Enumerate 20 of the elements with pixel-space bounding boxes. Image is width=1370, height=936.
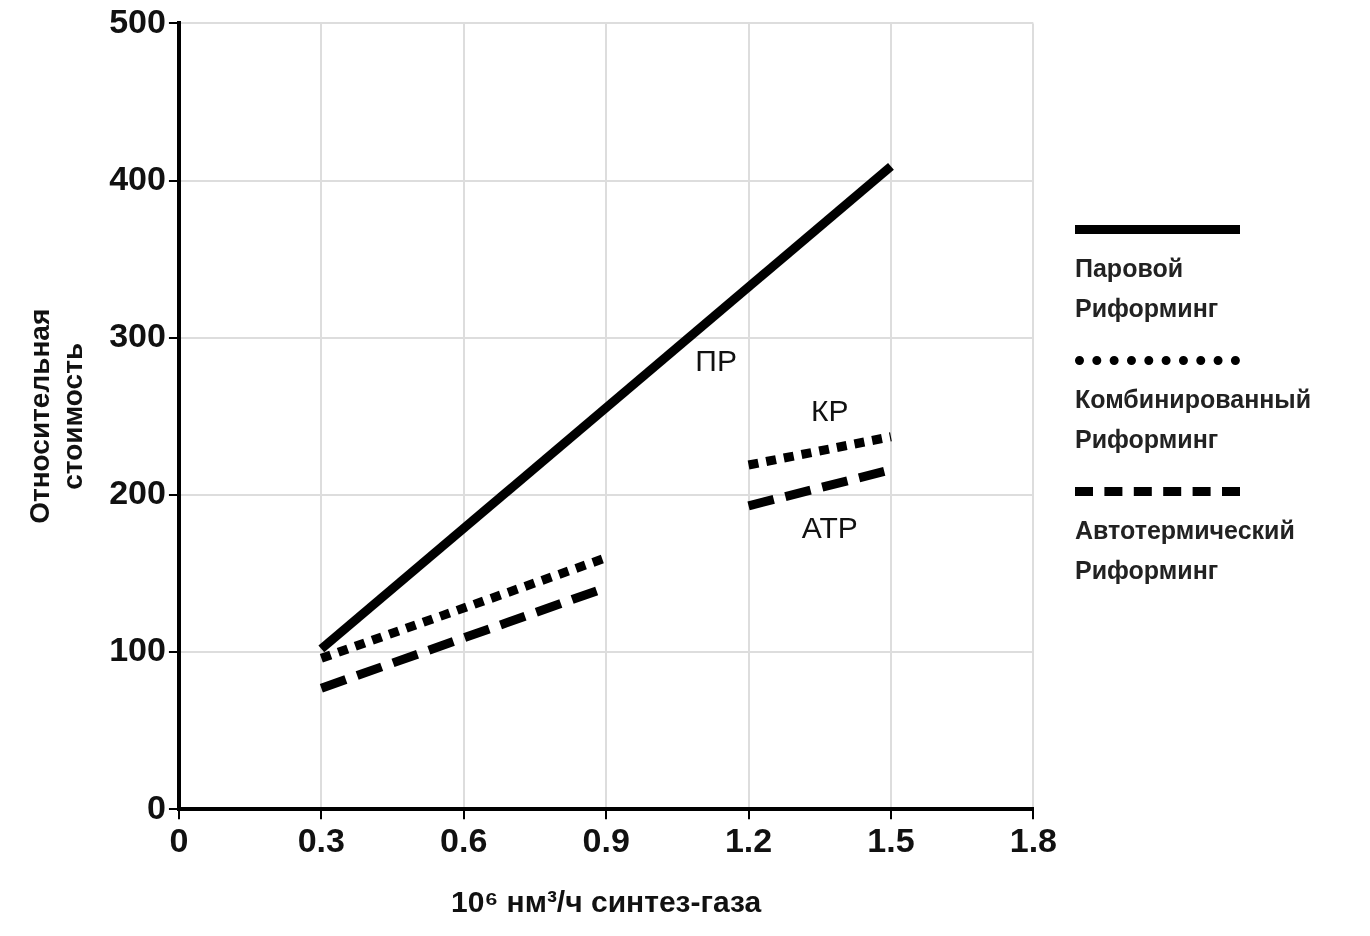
x-tick-label: 1.5 [867,820,915,859]
annotation: КР [811,394,849,428]
text: Паровой Риформинг [1075,253,1220,324]
x-tick-label: 0.3 [297,820,345,859]
text: Комбинированный Риформинг [1075,384,1312,455]
y-axis-title: Относительная стоимость [23,308,89,524]
x-tick-label: 1.8 [1009,820,1057,859]
x-tick-label: 0.9 [582,820,630,859]
y-tick-label: 500 [109,1,166,40]
text: Автотермический Риформинг [1075,515,1295,586]
y-tick-label: 100 [109,630,166,669]
y-tick-label: 200 [109,473,166,512]
x-axis-title: 10⁶ нм³/ч синтез-газа [451,885,762,919]
y-tick-label: 300 [109,316,166,355]
y-tick-label: 0 [147,787,166,826]
x-tick-label: 0.6 [440,820,488,859]
x-tick-label: 1.2 [724,820,773,859]
annotation: АТР [801,511,858,545]
y-tick-label: 400 [109,158,166,197]
annotation: ПР [695,344,737,378]
